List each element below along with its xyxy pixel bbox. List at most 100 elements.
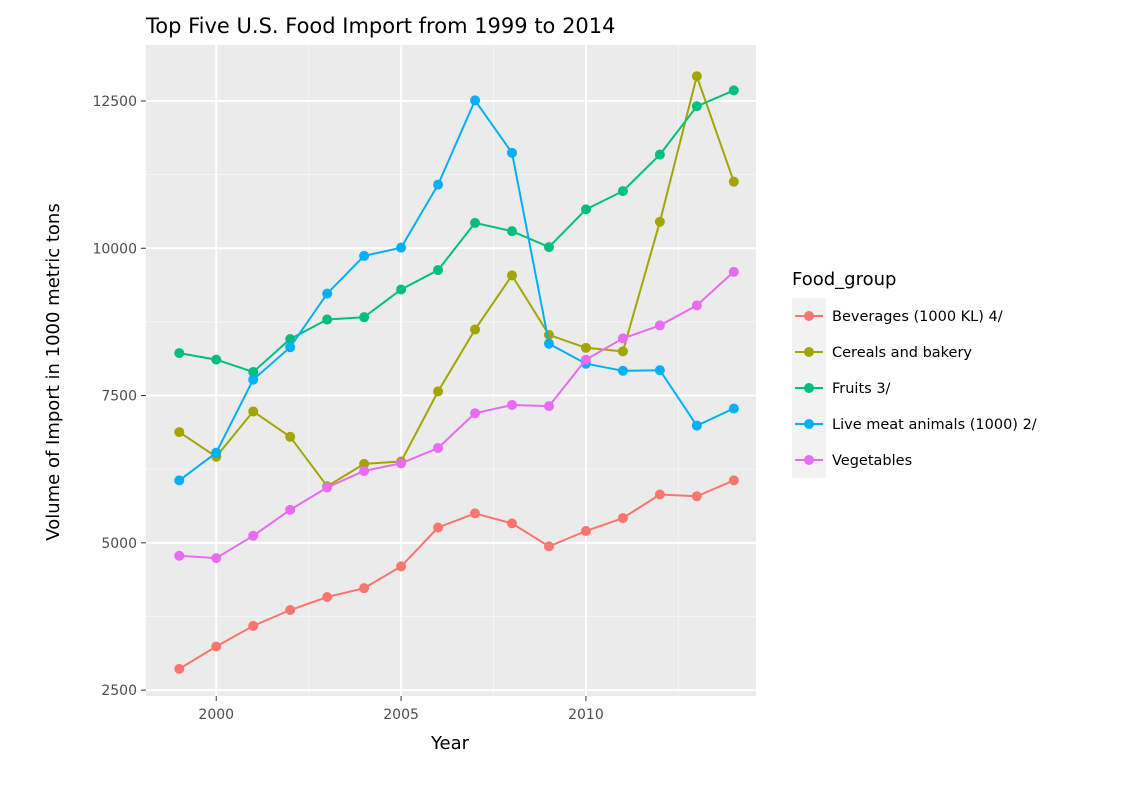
data-point (248, 374, 259, 385)
data-point (543, 541, 554, 552)
data-point (174, 550, 185, 561)
y-tick-label: 10000 (92, 241, 137, 257)
data-point (470, 217, 481, 228)
data-point (211, 553, 222, 564)
data-point (580, 526, 591, 537)
data-point (359, 250, 370, 261)
series-line (179, 271, 735, 560)
data-point (617, 513, 628, 524)
data-point (654, 489, 665, 500)
data-point (285, 342, 296, 353)
legend-key (792, 298, 826, 334)
data-point (433, 386, 444, 397)
data-point (617, 333, 628, 344)
data-point (396, 458, 407, 469)
data-point (174, 475, 185, 486)
data-point (507, 518, 517, 529)
data-point (543, 338, 554, 349)
legend-key (792, 442, 826, 478)
data-point (728, 403, 739, 414)
data-point (728, 475, 739, 486)
legend-label: Cereals and bakery (832, 345, 972, 361)
data-point (691, 71, 702, 82)
data-point (580, 354, 591, 365)
data-point (654, 320, 665, 331)
legend-label: Live meat animals (1000) 2/ (832, 417, 1037, 433)
legend-key (792, 334, 826, 370)
data-point (322, 482, 333, 493)
data-point (580, 204, 591, 215)
series-line (178, 479, 735, 670)
data-point (433, 442, 444, 453)
data-point (691, 491, 702, 502)
major-gridlines (146, 45, 756, 696)
data-point (359, 458, 370, 469)
data-point (322, 314, 333, 325)
data-point (617, 346, 628, 357)
data-point (543, 242, 554, 253)
series-0 (174, 475, 739, 674)
data-point (359, 465, 370, 476)
data-point (285, 504, 296, 515)
legend-key-point (804, 419, 814, 429)
data-point (470, 324, 481, 335)
data-point (691, 101, 702, 112)
x-tick-label: 2005 (383, 707, 419, 723)
data-point (580, 342, 591, 353)
data-point (470, 408, 481, 419)
x-tick-label: 2000 (198, 707, 234, 723)
data-point (359, 583, 370, 594)
data-point (248, 530, 259, 541)
data-point (507, 399, 517, 410)
data-point (396, 561, 407, 572)
legend: Food_group Beverages (1000 KL) 4/Cereals… (792, 269, 1037, 478)
legend-key (792, 370, 826, 406)
data-point (396, 242, 407, 253)
data-point (322, 592, 333, 603)
data-point (396, 284, 407, 295)
data-point (285, 431, 296, 442)
data-point (248, 620, 259, 631)
chart-title: Top Five U.S. Food Import from 1999 to 2… (145, 14, 616, 38)
data-point (174, 348, 185, 359)
data-point (691, 420, 702, 431)
series-2 (174, 85, 739, 377)
legend-label: Fruits 3/ (832, 381, 891, 397)
series-line (178, 72, 735, 488)
legend-label: Vegetables (832, 453, 912, 469)
data-point (433, 265, 444, 276)
data-point (211, 641, 222, 652)
x-axis: 2000 2005 2010 (198, 696, 604, 723)
data-point (728, 266, 739, 277)
series-line (178, 98, 735, 482)
legend-title: Food_group (792, 269, 896, 290)
x-tick-label: 2010 (568, 707, 604, 723)
y-tick-label: 5000 (101, 536, 137, 552)
y-axis-title: Volume of Import in 1000 metric tons (43, 203, 64, 540)
legend-label: Beverages (1000 KL) 4/ (832, 309, 1003, 325)
data-point (433, 522, 444, 533)
data-point (691, 300, 702, 311)
y-tick-label: 12500 (92, 94, 137, 110)
data-point (248, 406, 259, 417)
data-point (543, 401, 554, 412)
data-point (433, 179, 444, 190)
legend-key-point (804, 347, 814, 357)
data-point (617, 186, 628, 197)
data-point (654, 216, 665, 227)
y-tick-label: 7500 (101, 389, 137, 405)
series-4 (174, 266, 739, 564)
data-point (285, 604, 296, 615)
series-line (179, 89, 735, 374)
legend-key-point (804, 311, 814, 321)
data-point (654, 149, 665, 160)
data-point (507, 147, 517, 158)
data-point (654, 365, 665, 376)
legend-key (792, 406, 826, 442)
series-1 (174, 71, 739, 492)
y-tick-label: 2500 (101, 683, 137, 699)
y-axis: 2500 5000 7500 10000 12500 (92, 94, 146, 699)
data-point (359, 312, 370, 323)
data-point (174, 427, 185, 438)
